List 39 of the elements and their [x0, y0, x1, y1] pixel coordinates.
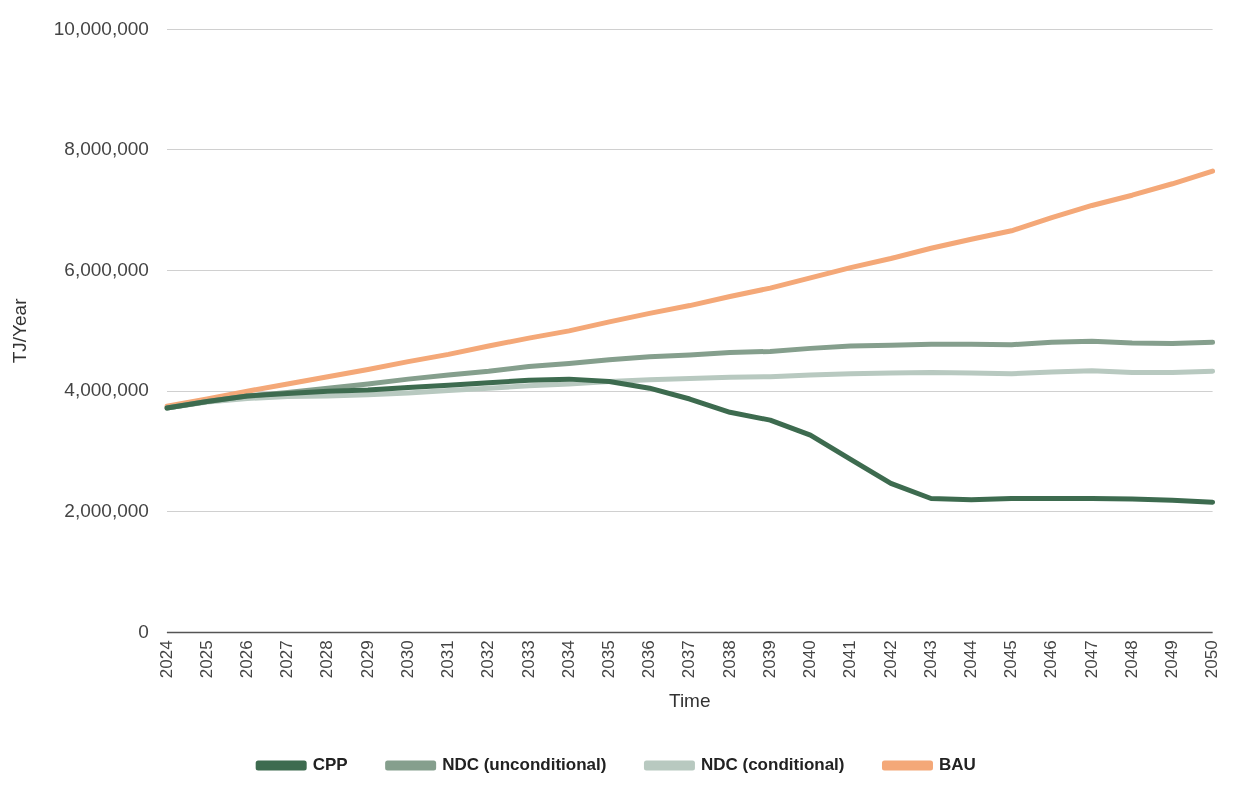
x-tick-label: 2043 [920, 640, 940, 679]
x-tick-label: 2034 [558, 640, 578, 679]
y-tick-label: 2,000,000 [64, 500, 149, 522]
x-tick-label: 2037 [679, 640, 699, 679]
x-tick-label: 2044 [960, 640, 980, 679]
x-tick-label: 2047 [1081, 640, 1101, 679]
x-tick-label: 2030 [397, 640, 417, 679]
legend-label: NDC (conditional) [700, 755, 845, 775]
y-axis-title: TJ/Year [8, 297, 30, 364]
x-tick-label: 2048 [1121, 640, 1141, 679]
x-tick-label: 2040 [800, 640, 820, 679]
x-tick-label: 2031 [438, 640, 458, 679]
x-tick-label: 2042 [880, 640, 900, 679]
legend-label: CPP [312, 755, 348, 775]
x-tick-label: 2045 [1001, 640, 1021, 679]
x-tick-label: 2038 [719, 640, 739, 679]
y-tick-label: 0 [138, 620, 149, 642]
x-tick-label: 2036 [639, 640, 659, 679]
x-tick-label: 2041 [840, 640, 860, 679]
x-tick-label: 2024 [156, 640, 176, 679]
x-tick-label: 2039 [759, 640, 779, 679]
x-tick-label: 2049 [1162, 640, 1182, 679]
x-tick-label: 2050 [1202, 640, 1222, 679]
x-tick-label: 2032 [478, 640, 498, 679]
x-tick-label: 2033 [518, 640, 538, 679]
x-tick-label: 2035 [598, 640, 618, 679]
legend-label: NDC (unconditional) [442, 755, 607, 775]
x-tick-label: 2046 [1041, 640, 1061, 679]
y-tick-label: 4,000,000 [64, 379, 149, 401]
x-tick-label: 2029 [357, 640, 377, 679]
x-axis-title: Time [668, 689, 711, 711]
legend-label: BAU [938, 755, 976, 775]
y-tick-label: 6,000,000 [64, 258, 149, 280]
x-tick-label: 2028 [317, 640, 337, 679]
x-tick-label: 2027 [277, 640, 297, 679]
y-tick-label: 10,000,000 [53, 17, 149, 39]
x-tick-label: 2026 [237, 640, 257, 679]
x-tick-label: 2025 [196, 640, 216, 679]
y-tick-label: 8,000,000 [64, 138, 149, 160]
